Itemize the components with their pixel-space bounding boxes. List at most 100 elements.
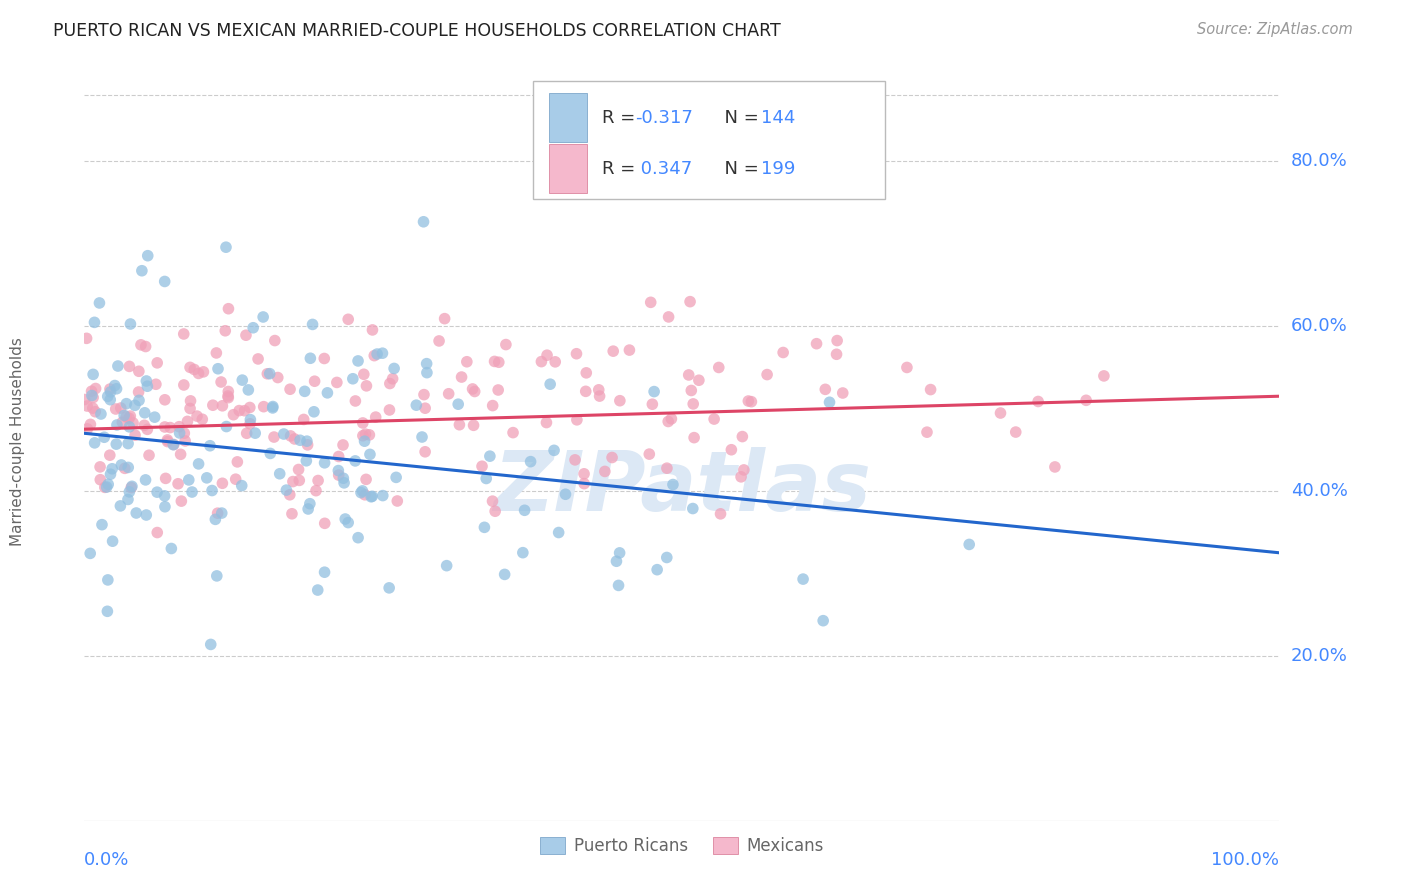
Point: [450, 370, 472, 384]
Point: [661, 412, 683, 426]
Point: [94, 480, 117, 494]
Point: [1026, 394, 1049, 409]
Point: [97, 477, 120, 491]
Point: [619, 343, 641, 357]
Point: [128, 364, 150, 378]
Text: 0.0%: 0.0%: [84, 851, 129, 869]
Point: [143, 410, 166, 425]
Point: [740, 394, 762, 409]
Point: [366, 347, 388, 361]
Point: [707, 360, 730, 375]
Point: [76, 399, 98, 413]
Point: [347, 354, 370, 368]
Point: [825, 347, 848, 361]
Point: [607, 578, 630, 592]
Point: [107, 359, 129, 373]
Point: [231, 373, 253, 387]
Point: [484, 504, 506, 518]
Point: [328, 450, 350, 464]
Point: [90, 407, 112, 421]
Point: [120, 317, 142, 331]
Text: 40.0%: 40.0%: [1291, 482, 1347, 500]
Point: [602, 344, 624, 359]
Point: [153, 500, 176, 514]
Point: [262, 401, 284, 415]
Point: [484, 354, 506, 368]
Point: [609, 546, 631, 560]
Point: [146, 525, 169, 540]
Point: [495, 337, 517, 351]
Point: [176, 414, 198, 428]
Point: [328, 468, 350, 483]
Point: [117, 436, 139, 450]
Point: [359, 447, 381, 461]
Point: [378, 376, 401, 391]
Point: [101, 462, 124, 476]
Point: [98, 392, 121, 407]
Point: [720, 442, 742, 457]
Point: [354, 427, 377, 442]
Point: [155, 471, 177, 485]
Point: [513, 503, 536, 517]
Point: [110, 401, 132, 415]
Point: [413, 444, 436, 458]
Point: [247, 351, 270, 366]
Point: [183, 362, 205, 376]
Point: [575, 384, 598, 399]
Point: [638, 447, 661, 461]
Point: [456, 355, 478, 369]
Point: [135, 339, 157, 353]
Point: [239, 401, 262, 415]
Point: [333, 475, 356, 490]
Point: [427, 334, 450, 348]
Point: [239, 412, 262, 426]
Point: [131, 264, 153, 278]
Point: [169, 447, 191, 461]
Point: [100, 384, 122, 399]
Point: [89, 459, 111, 474]
Point: [575, 366, 598, 380]
Point: [415, 357, 437, 371]
Point: [657, 415, 679, 429]
Point: [76, 422, 98, 436]
Point: [84, 382, 107, 396]
Text: PUERTO RICAN VS MEXICAN MARRIED-COUPLE HOUSEHOLDS CORRELATION CHART: PUERTO RICAN VS MEXICAN MARRIED-COUPLE H…: [53, 22, 782, 40]
Point: [683, 431, 706, 445]
Point: [91, 517, 114, 532]
Point: [174, 434, 197, 448]
Point: [167, 419, 190, 434]
Point: [344, 454, 367, 468]
Point: [565, 413, 588, 427]
Point: [281, 475, 304, 489]
Point: [76, 331, 98, 345]
Point: [97, 389, 120, 403]
Text: 60.0%: 60.0%: [1291, 318, 1347, 335]
Point: [600, 450, 623, 465]
Point: [163, 437, 186, 451]
Point: [314, 565, 336, 579]
Point: [173, 326, 195, 341]
Point: [316, 385, 339, 400]
Point: [304, 374, 326, 388]
Point: [217, 301, 239, 316]
Point: [512, 546, 534, 560]
Point: [475, 471, 498, 485]
Point: [129, 338, 152, 352]
Legend: Puerto Ricans, Mexicans: Puerto Ricans, Mexicans: [534, 830, 830, 862]
Point: [352, 416, 374, 430]
Point: [363, 349, 385, 363]
Point: [381, 372, 404, 386]
Point: [201, 483, 224, 498]
Point: [211, 399, 233, 413]
Point: [117, 460, 139, 475]
Point: [80, 388, 103, 402]
Point: [588, 383, 610, 397]
Point: [413, 401, 436, 416]
Text: 80.0%: 80.0%: [1291, 153, 1347, 170]
Point: [105, 437, 128, 451]
Point: [135, 508, 157, 522]
Point: [233, 403, 256, 417]
Point: [120, 481, 142, 495]
Point: [305, 483, 328, 498]
Point: [82, 401, 104, 416]
